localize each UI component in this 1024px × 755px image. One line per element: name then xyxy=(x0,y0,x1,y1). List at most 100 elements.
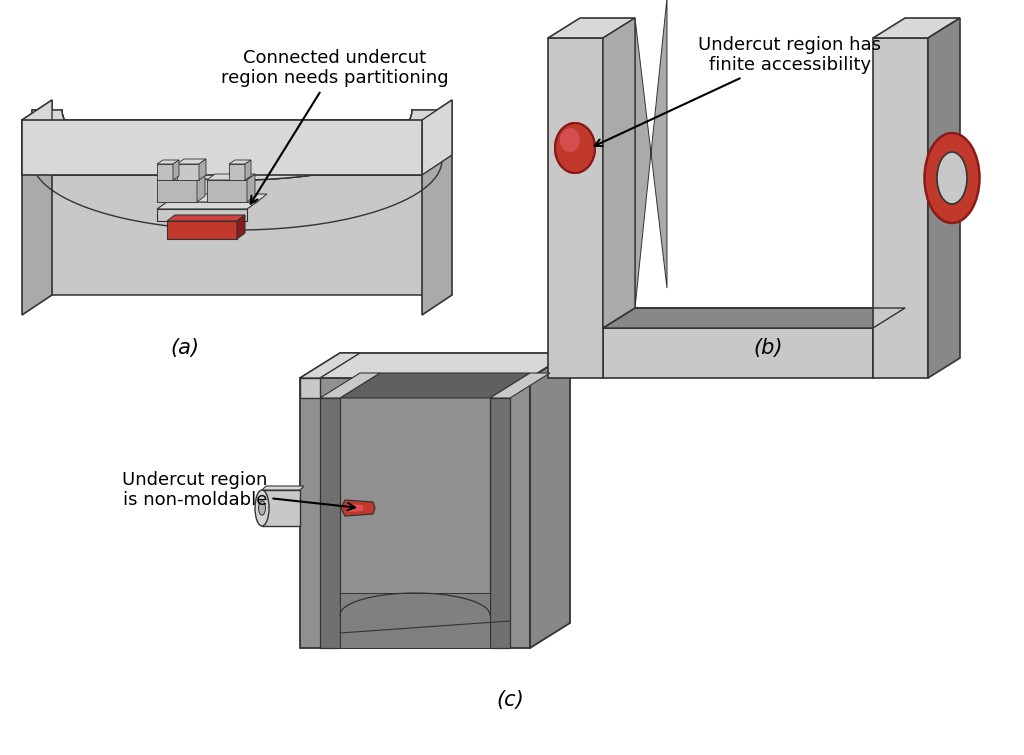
Text: (c): (c) xyxy=(496,690,524,710)
Polygon shape xyxy=(603,308,905,328)
Polygon shape xyxy=(22,175,452,295)
Polygon shape xyxy=(157,164,173,180)
Polygon shape xyxy=(319,398,340,648)
Polygon shape xyxy=(158,174,168,226)
Polygon shape xyxy=(39,128,42,182)
Ellipse shape xyxy=(937,152,967,204)
Polygon shape xyxy=(408,146,414,199)
Polygon shape xyxy=(306,174,316,226)
Polygon shape xyxy=(873,38,928,378)
Polygon shape xyxy=(316,173,327,224)
Polygon shape xyxy=(22,120,422,175)
Polygon shape xyxy=(231,180,243,230)
Polygon shape xyxy=(46,135,50,189)
Polygon shape xyxy=(530,353,570,648)
Text: (b): (b) xyxy=(754,338,782,358)
Polygon shape xyxy=(264,179,275,230)
Polygon shape xyxy=(422,100,452,315)
Polygon shape xyxy=(548,38,603,378)
Polygon shape xyxy=(22,120,422,175)
Polygon shape xyxy=(262,486,304,490)
Polygon shape xyxy=(32,110,442,180)
Text: Undercut region
is non-moldable: Undercut region is non-moldable xyxy=(122,470,355,510)
Polygon shape xyxy=(414,142,419,196)
Polygon shape xyxy=(167,221,237,239)
Polygon shape xyxy=(243,180,253,230)
Polygon shape xyxy=(33,118,35,171)
Ellipse shape xyxy=(555,123,595,173)
Polygon shape xyxy=(635,0,667,308)
Polygon shape xyxy=(168,176,178,227)
Polygon shape xyxy=(262,490,300,526)
Polygon shape xyxy=(548,18,635,38)
Polygon shape xyxy=(428,132,432,186)
Polygon shape xyxy=(401,149,408,202)
Polygon shape xyxy=(327,171,336,223)
Polygon shape xyxy=(424,135,428,189)
Polygon shape xyxy=(300,353,570,378)
Polygon shape xyxy=(22,100,52,315)
Polygon shape xyxy=(37,125,39,178)
Polygon shape xyxy=(603,308,905,328)
Polygon shape xyxy=(395,152,401,205)
Polygon shape xyxy=(490,398,510,648)
Text: (a): (a) xyxy=(171,338,200,358)
Polygon shape xyxy=(873,308,905,378)
Polygon shape xyxy=(157,209,247,221)
Polygon shape xyxy=(286,177,296,228)
Polygon shape xyxy=(237,215,245,239)
Polygon shape xyxy=(137,171,147,223)
Polygon shape xyxy=(928,18,961,378)
Polygon shape xyxy=(35,121,37,175)
Ellipse shape xyxy=(258,501,265,515)
Polygon shape xyxy=(603,328,873,378)
Polygon shape xyxy=(380,158,388,210)
Polygon shape xyxy=(245,160,251,180)
Polygon shape xyxy=(300,353,360,378)
Polygon shape xyxy=(157,202,257,209)
Polygon shape xyxy=(188,178,199,229)
Polygon shape xyxy=(388,155,395,208)
Polygon shape xyxy=(347,504,362,512)
Polygon shape xyxy=(296,176,306,227)
Polygon shape xyxy=(60,146,67,199)
Polygon shape xyxy=(42,132,46,186)
Ellipse shape xyxy=(560,128,580,152)
Polygon shape xyxy=(490,373,550,398)
Polygon shape xyxy=(247,174,255,202)
Polygon shape xyxy=(300,378,530,648)
Polygon shape xyxy=(603,18,635,328)
Polygon shape xyxy=(157,160,179,164)
Polygon shape xyxy=(207,180,247,202)
Polygon shape xyxy=(157,174,205,180)
Polygon shape xyxy=(67,149,73,202)
Polygon shape xyxy=(210,180,220,230)
Polygon shape xyxy=(419,139,424,193)
Polygon shape xyxy=(167,215,245,221)
Polygon shape xyxy=(177,159,206,164)
Polygon shape xyxy=(73,152,79,205)
Polygon shape xyxy=(340,373,530,398)
Polygon shape xyxy=(300,378,319,398)
Polygon shape xyxy=(147,173,158,224)
Polygon shape xyxy=(364,162,372,215)
Polygon shape xyxy=(22,100,52,175)
Polygon shape xyxy=(119,168,128,220)
Polygon shape xyxy=(55,142,60,196)
Polygon shape xyxy=(432,128,435,182)
Polygon shape xyxy=(79,155,86,208)
Polygon shape xyxy=(50,139,55,193)
Polygon shape xyxy=(94,160,102,213)
Polygon shape xyxy=(229,164,245,180)
Polygon shape xyxy=(336,169,346,221)
Polygon shape xyxy=(178,177,188,228)
Polygon shape xyxy=(372,160,380,213)
Polygon shape xyxy=(128,169,137,221)
Polygon shape xyxy=(439,118,441,171)
Polygon shape xyxy=(319,373,380,398)
Polygon shape xyxy=(199,159,206,180)
Polygon shape xyxy=(346,168,355,220)
Polygon shape xyxy=(86,158,94,210)
Polygon shape xyxy=(207,174,255,180)
Polygon shape xyxy=(275,178,286,229)
